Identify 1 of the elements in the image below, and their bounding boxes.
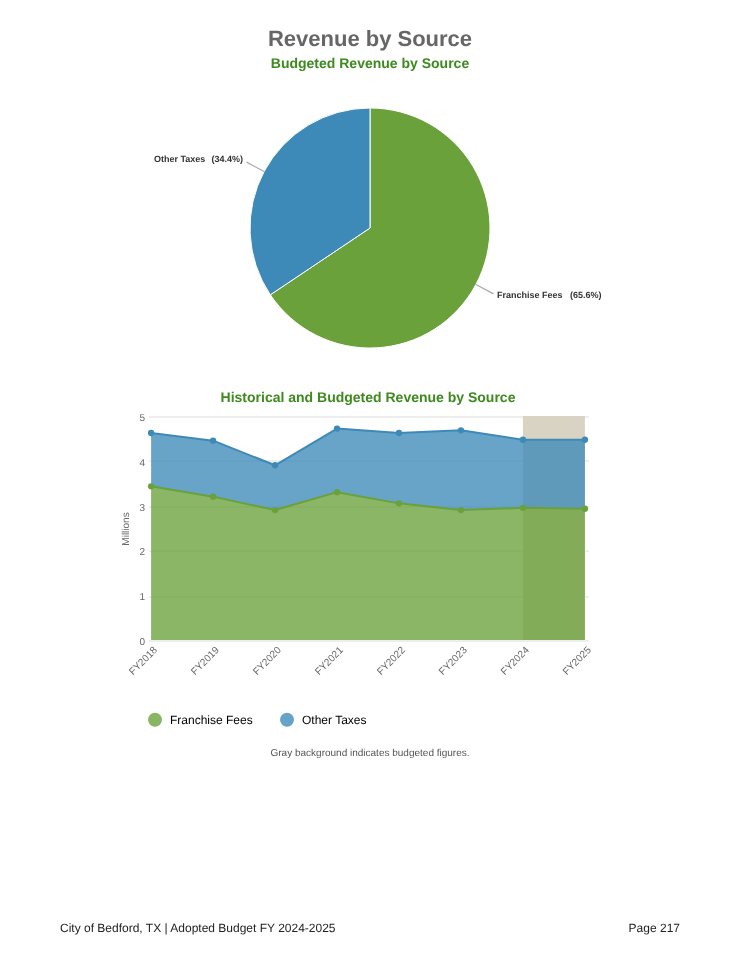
chart-title: Revenue by Source: [267, 28, 473, 52]
